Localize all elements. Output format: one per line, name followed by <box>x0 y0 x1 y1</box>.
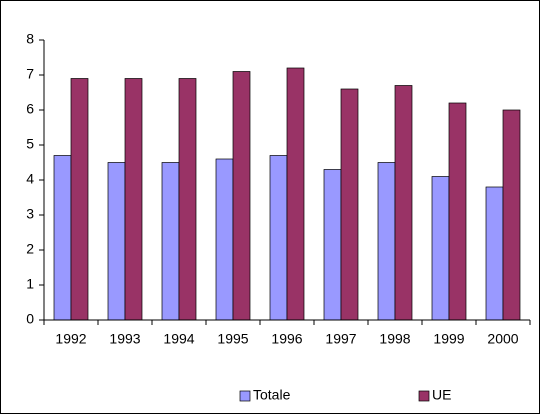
y-tick-label: 7 <box>26 66 34 82</box>
legend-label: Totale <box>253 387 291 403</box>
x-tick-label: 1998 <box>379 331 410 347</box>
x-tick-label: 1995 <box>217 331 248 347</box>
bar <box>431 176 450 321</box>
y-tick-label: 1 <box>26 276 34 292</box>
bar <box>107 162 126 321</box>
bar <box>178 78 197 321</box>
bar <box>70 78 89 321</box>
bar <box>269 155 288 321</box>
bar <box>340 88 359 321</box>
x-tick-label: 1996 <box>271 331 302 347</box>
bar <box>485 186 504 321</box>
x-tick-label: 1992 <box>55 331 86 347</box>
bar <box>394 85 413 321</box>
bar <box>502 109 521 321</box>
y-tick-label: 0 <box>26 311 34 327</box>
y-tick-label: 4 <box>26 171 34 187</box>
bar <box>53 155 72 321</box>
y-tick-label: 6 <box>26 101 34 117</box>
x-tick-label: 2000 <box>487 331 518 347</box>
bar <box>161 162 180 321</box>
bar <box>448 102 467 321</box>
legend-label: UE <box>432 387 451 403</box>
x-tick-label: 1994 <box>163 331 194 347</box>
legend-swatch <box>418 390 430 402</box>
y-tick-label: 3 <box>26 206 34 222</box>
bar <box>323 169 342 321</box>
bar <box>232 71 251 321</box>
legend-swatch <box>239 390 251 402</box>
bar <box>377 162 396 321</box>
y-tick-label: 2 <box>26 241 34 257</box>
bar <box>215 158 234 321</box>
x-tick-label: 1999 <box>433 331 464 347</box>
y-tick-label: 8 <box>26 31 34 47</box>
x-tick-label: 1993 <box>109 331 140 347</box>
bar <box>286 67 305 321</box>
y-tick-label: 5 <box>26 136 34 152</box>
bar <box>124 78 143 321</box>
x-tick-label: 1997 <box>325 331 356 347</box>
